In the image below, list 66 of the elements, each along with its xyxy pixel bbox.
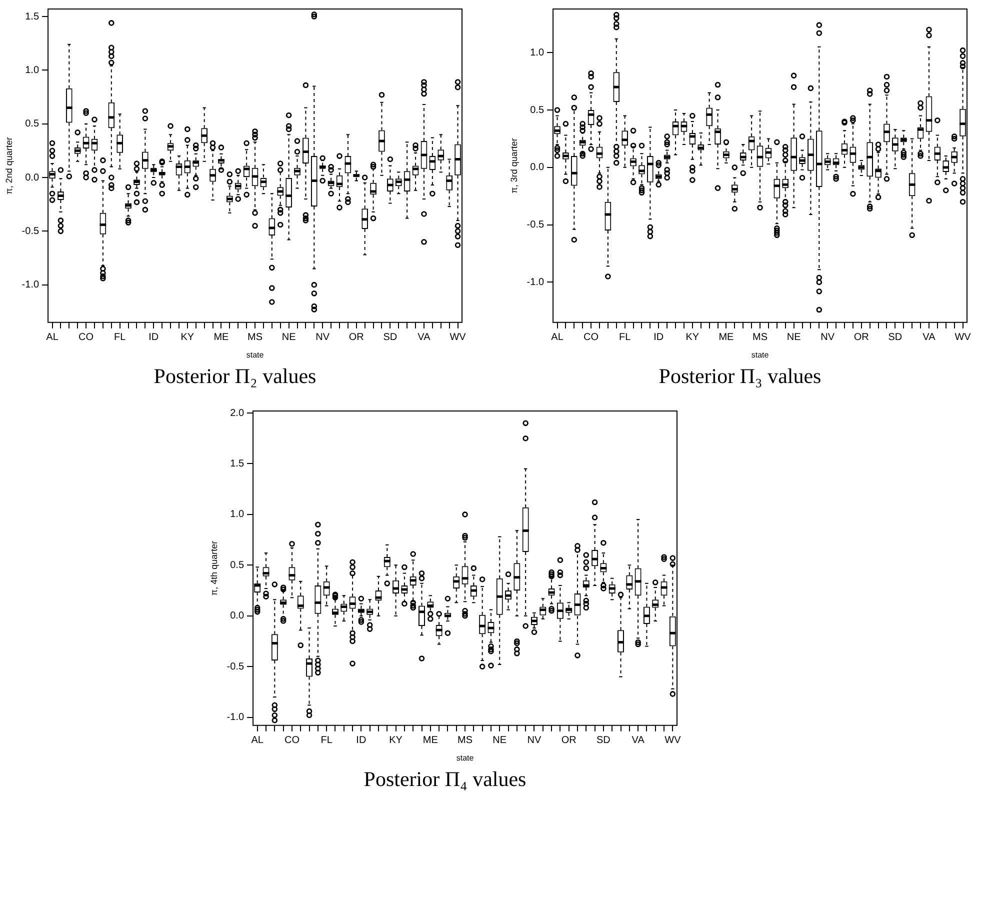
y-tick-label: 2.0: [230, 408, 244, 419]
y-tick-label: 0.5: [25, 118, 40, 130]
x-tick-label: VA: [418, 332, 431, 344]
x-tick-label: KY: [389, 735, 403, 746]
y-tick-label: 1.0: [530, 47, 544, 58]
x-tick-label: FL: [114, 332, 126, 344]
x-tick-label: WV: [664, 735, 682, 746]
y-tick-label: 1.0: [25, 64, 40, 76]
y-axis-title: π, 3rd quarter: [508, 138, 519, 194]
y-tick-label: -0.5: [226, 661, 244, 672]
text: Posterior Π₂ values: [152, 364, 318, 388]
x-tick-label: WV: [450, 332, 466, 344]
x-tick-label: KY: [180, 332, 194, 344]
x-tick-label: FL: [320, 735, 333, 746]
x-tick-label: OR: [348, 332, 364, 344]
x-tick-label: NV: [316, 332, 330, 344]
y-tick-label: 1.0: [230, 509, 244, 520]
x-tick-label: CO: [78, 332, 94, 344]
x-tick-label: NE: [282, 332, 296, 344]
x-tick-label: ID: [356, 735, 366, 746]
x-tick-label: CO: [284, 735, 300, 746]
y-tick-label: 1.5: [230, 458, 244, 470]
x-tick-label: NV: [820, 332, 835, 344]
x-tick-label: WV: [954, 332, 972, 344]
x-tick-label: OR: [854, 332, 869, 344]
x-tick-label: NV: [527, 735, 542, 746]
y-tick-label: -1.0: [526, 276, 544, 288]
x-tick-label: SD: [596, 735, 610, 746]
y-tick-label: 0.5: [230, 560, 244, 571]
text: Posterior Π₃ values: [658, 364, 822, 388]
x-axis-title: state: [751, 350, 770, 360]
y-tick-label: -0.5: [526, 220, 544, 231]
x-axis-title: state: [456, 753, 474, 762]
y-tick-label: -0.5: [22, 226, 40, 237]
y-tick-label: 0.0: [25, 172, 40, 184]
y-tick-label: 0.0: [530, 162, 544, 174]
x-tick-label: AL: [46, 332, 59, 344]
x-tick-label: OR: [561, 735, 576, 746]
x-tick-label: MS: [248, 332, 263, 344]
y-axis-title: π, 2nd quarter: [4, 137, 14, 194]
x-tick-label: ID: [148, 332, 159, 344]
x-axis-title: state: [246, 350, 264, 360]
y-tick-label: -1.0: [22, 280, 40, 291]
x-tick-label: FL: [619, 332, 632, 344]
x-tick-label: KY: [686, 332, 700, 344]
y-tick-label: 1.5: [25, 11, 40, 22]
x-tick-label: NE: [786, 332, 802, 344]
x-tick-label: ME: [214, 332, 230, 344]
x-tick-label: MS: [752, 332, 768, 344]
x-tick-label: SD: [383, 332, 398, 344]
x-tick-label: VA: [632, 735, 645, 746]
x-tick-label: VA: [922, 332, 936, 344]
x-tick-label: AL: [251, 735, 264, 746]
x-tick-label: ME: [422, 735, 438, 746]
x-tick-label: ID: [654, 332, 664, 344]
y-axis-title: π, 4th quarter: [208, 540, 219, 596]
x-tick-label: MS: [458, 735, 473, 746]
x-tick-label: ME: [718, 332, 734, 344]
y-tick-label: 0.0: [230, 610, 244, 622]
x-tick-label: AL: [551, 332, 564, 344]
x-tick-label: SD: [888, 332, 902, 344]
y-tick-label: -1.0: [226, 712, 244, 724]
y-tick-label: 0.5: [530, 104, 544, 116]
text: Posterior Π₄ values: [362, 767, 528, 791]
x-tick-label: CO: [584, 332, 599, 344]
x-tick-label: NE: [492, 735, 507, 746]
